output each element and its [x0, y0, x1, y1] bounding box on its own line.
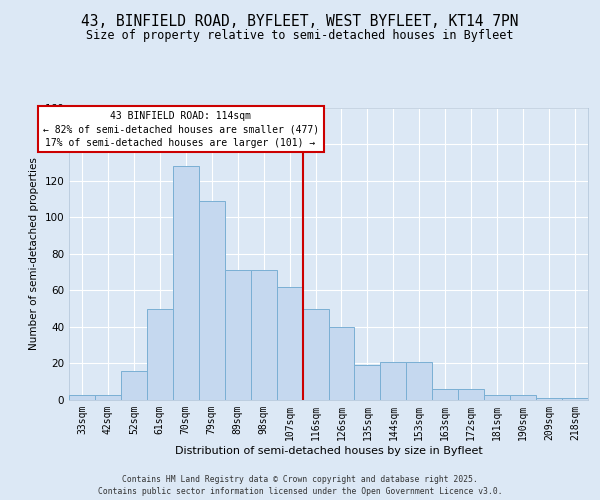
Bar — [562, 398, 588, 400]
Bar — [406, 362, 432, 400]
Bar — [484, 394, 510, 400]
Text: 43 BINFIELD ROAD: 114sqm
← 82% of semi-detached houses are smaller (477)
17% of : 43 BINFIELD ROAD: 114sqm ← 82% of semi-d… — [43, 111, 319, 148]
X-axis label: Distribution of semi-detached houses by size in Byfleet: Distribution of semi-detached houses by … — [175, 446, 482, 456]
Bar — [173, 166, 199, 400]
Bar — [277, 286, 302, 400]
Bar — [536, 398, 562, 400]
Bar — [302, 308, 329, 400]
Bar — [121, 371, 147, 400]
Bar — [329, 327, 355, 400]
Y-axis label: Number of semi-detached properties: Number of semi-detached properties — [29, 158, 39, 350]
Bar — [199, 200, 224, 400]
Bar — [355, 366, 380, 400]
Bar — [147, 308, 173, 400]
Bar — [225, 270, 251, 400]
Bar — [69, 394, 95, 400]
Bar — [433, 389, 458, 400]
Text: 43, BINFIELD ROAD, BYFLEET, WEST BYFLEET, KT14 7PN: 43, BINFIELD ROAD, BYFLEET, WEST BYFLEET… — [81, 14, 519, 29]
Text: Size of property relative to semi-detached houses in Byfleet: Size of property relative to semi-detach… — [86, 29, 514, 42]
Bar — [458, 389, 484, 400]
Text: Contains HM Land Registry data © Crown copyright and database right 2025.
Contai: Contains HM Land Registry data © Crown c… — [98, 474, 502, 496]
Bar — [251, 270, 277, 400]
Bar — [510, 394, 536, 400]
Bar — [95, 394, 121, 400]
Bar — [380, 362, 406, 400]
